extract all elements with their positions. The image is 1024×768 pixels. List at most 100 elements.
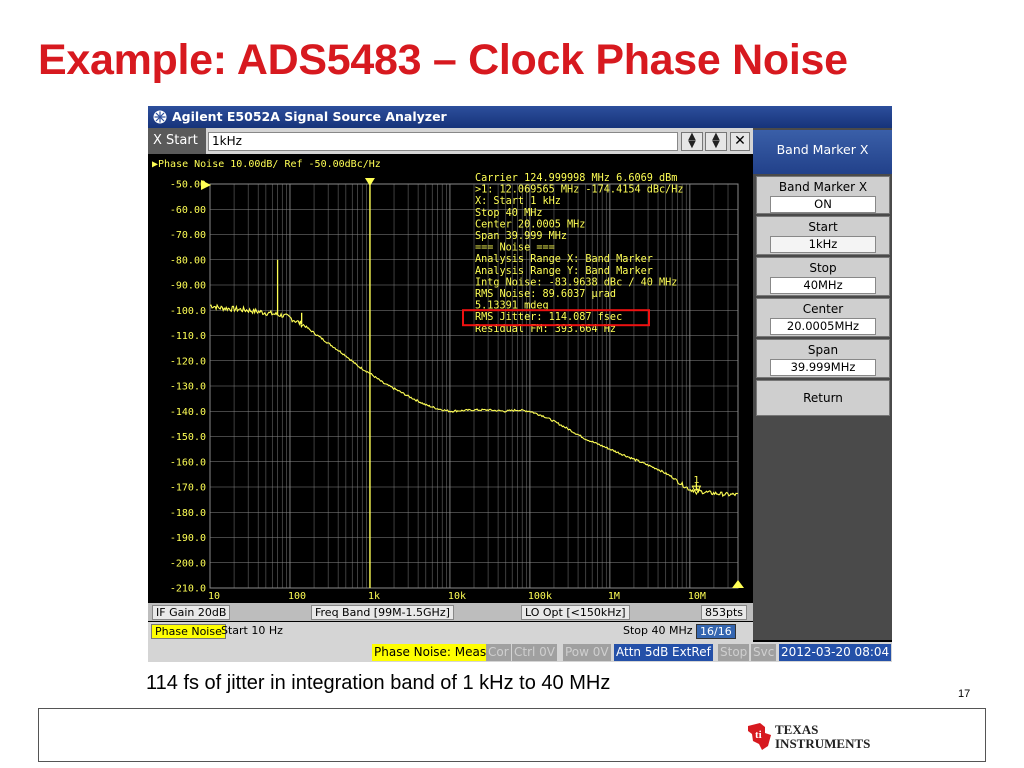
softkey-value: 1kHz	[770, 236, 876, 253]
plot-header: ▶Phase Noise 10.00dB/ Ref -50.00dBc/Hz	[152, 159, 381, 170]
active-trace-tag: Phase Noise	[151, 624, 226, 639]
y-tick-label: -70.00	[170, 230, 206, 241]
y-tick-label: -180.0	[170, 508, 206, 519]
attn-status: Attn 5dB	[614, 644, 671, 661]
softkey-label: Span	[807, 343, 839, 357]
y-tick-label: -140.0	[170, 407, 206, 418]
page-number: 17	[958, 688, 971, 700]
freq-band-status: Freq Band [99M-1.5GHz]	[311, 605, 454, 620]
svg-text:TEXAS: TEXAS	[775, 722, 818, 737]
readout-line: X: Start 1 kHz	[475, 196, 561, 207]
softkey-stop[interactable]: Stop 40MHz	[756, 257, 890, 296]
softkey-label: Return	[803, 391, 843, 405]
y-tick-label: -190.0	[170, 533, 206, 544]
svg-text:INSTRUMENTS: INSTRUMENTS	[775, 736, 870, 751]
texas-instruments-logo: ti TEXAS INSTRUMENTS	[748, 722, 870, 751]
softkey-label: Stop	[809, 261, 837, 275]
texas-state-icon	[748, 723, 771, 750]
slide-caption: 114 fs of jitter in integration band of …	[146, 672, 611, 694]
readout-line: Stop 40 MHz	[475, 208, 542, 219]
marker-1-icon	[691, 485, 702, 496]
softkey-value: 40MHz	[770, 277, 876, 294]
x-tick-label: 10	[208, 591, 220, 602]
window-title: Agilent E5052A Signal Source Analyzer	[172, 109, 447, 124]
y-tick-label: -130.0	[170, 382, 206, 393]
step-updown-button[interactable]: ▲ ▼	[705, 132, 727, 151]
y-tick-label: -210.0	[170, 584, 206, 595]
footer-frame	[38, 708, 986, 762]
readout-line: Analysis Range Y: Band Marker	[475, 266, 653, 277]
readout-line: Residual FM: 393.664 Hz	[475, 324, 616, 335]
stop-status: Stop 40 MHz	[623, 624, 693, 637]
stop-indicator: Stop	[718, 644, 750, 661]
marker-1-label: 1	[693, 475, 699, 486]
ctrl-status: Ctrl 0V	[512, 644, 558, 661]
band-marker-stop-icon	[732, 580, 744, 588]
status-bar-bottom: Phase Noise Start 10 Hz Stop 40 MHz 16/1…	[148, 622, 753, 642]
close-entry-button[interactable]: ✕	[730, 132, 750, 151]
if-gain-status: IF Gain 20dB	[152, 605, 231, 620]
softkey-label: Start	[808, 220, 838, 234]
x-tick-label: 1M	[608, 591, 620, 602]
softkey-label: Band Marker X	[778, 180, 868, 194]
svc-indicator: Svc	[751, 644, 777, 661]
y-tick-label: -50.00	[170, 180, 206, 191]
readout-line: RMS Noise: 89.6037 µrad	[475, 289, 616, 300]
softkey-start[interactable]: Start 1kHz	[756, 216, 890, 255]
y-tick-label: -100.0	[170, 306, 206, 317]
analyzer-window: Agilent E5052A Signal Source Analyzer X …	[148, 106, 892, 662]
entry-bar: X Start 1kHz ▲ ▼ ▲ ▼ ✕	[148, 128, 753, 154]
softkey-value: 39.999MHz	[770, 359, 876, 376]
phase-noise-plot[interactable]: -50.00 -60.00 -70.00 -80.00 -90.00 -100.0 -110…	[150, 156, 750, 602]
y-tick-label: -150.0	[170, 432, 206, 443]
readout-line: Span 39.999 MHz	[475, 231, 567, 242]
softkey-center[interactable]: Center 20.0005MHz	[756, 298, 890, 337]
readout-line: Intg Noise: -83.9638 dBc / 40 MHz	[475, 277, 677, 288]
band-marker-start-icon	[364, 178, 375, 186]
extref-status: ExtRef	[670, 644, 713, 661]
y-tick-label: -170.0	[170, 483, 206, 494]
x-tick-label: 100	[288, 591, 306, 602]
readout-line: === Noise ===	[475, 243, 555, 254]
softkey-header: Band Marker X	[753, 130, 892, 174]
rms-jitter-highlight	[462, 309, 650, 327]
svg-text:ti: ti	[755, 729, 762, 741]
pow-status: Pow 0V	[563, 644, 611, 661]
readout-line: Analysis Range X: Band Marker	[475, 254, 653, 265]
y-tick-label: -200.0	[170, 558, 206, 569]
instrument-status-bar: Phase Noise: Meas Cor Ctrl 0V Pow 0V Att…	[148, 642, 892, 662]
softkey-value: ON	[770, 196, 876, 213]
start-status: Start 10 Hz	[221, 624, 283, 637]
readout-line: RMS Jitter: 114.087 fsec	[475, 312, 622, 323]
spin-updown-button[interactable]: ▲ ▼	[681, 132, 703, 151]
points-status: 853pts	[701, 605, 748, 620]
softkey-band-marker[interactable]: Band Marker X ON	[756, 176, 890, 214]
ref-level-marker-icon	[201, 180, 211, 190]
x-tick-label: 1k	[368, 591, 380, 602]
lo-opt-status: LO Opt [<150kHz]	[521, 605, 630, 620]
softkey-span[interactable]: Span 39.999MHz	[756, 339, 890, 378]
x-tick-label: 100k	[528, 591, 552, 602]
readout-line: >1: 12.069565 MHz -174.4154 dBc/Hz	[475, 185, 684, 196]
readout-line: Carrier 124.999998 MHz 6.6069 dBm	[475, 173, 677, 184]
agilent-logo-icon	[153, 110, 167, 124]
y-tick-label: -160.0	[170, 457, 206, 468]
entry-label: X Start	[148, 128, 206, 154]
cor-status: Cor	[486, 644, 511, 661]
y-tick-label: -60.00	[170, 205, 206, 216]
status-bar-top: IF Gain 20dB Freq Band [99M-1.5GHz] LO O…	[148, 603, 753, 621]
softkey-return[interactable]: Return	[756, 380, 890, 416]
readout-line: 5.13391 mdeg	[475, 301, 549, 312]
entry-input[interactable]: 1kHz	[208, 132, 678, 151]
phase-noise-trace	[209, 303, 739, 498]
slide-title: Example: ADS5483 – Clock Phase Noise	[38, 36, 848, 84]
date-time: 2012-03-20 08:04	[779, 644, 892, 661]
softkey-label: Center	[802, 302, 844, 316]
y-tick-label: -90.00	[170, 281, 206, 292]
x-tick-label: 10k	[448, 591, 466, 602]
y-tick-label: -110.0	[170, 331, 206, 342]
softkey-value: 20.0005MHz	[770, 318, 876, 335]
sweep-count: 16/16	[696, 624, 736, 639]
window-title-bar: Agilent E5052A Signal Source Analyzer	[148, 106, 892, 128]
softkey-panel: Band Marker X Band Marker X ON Start 1kH…	[753, 128, 892, 640]
